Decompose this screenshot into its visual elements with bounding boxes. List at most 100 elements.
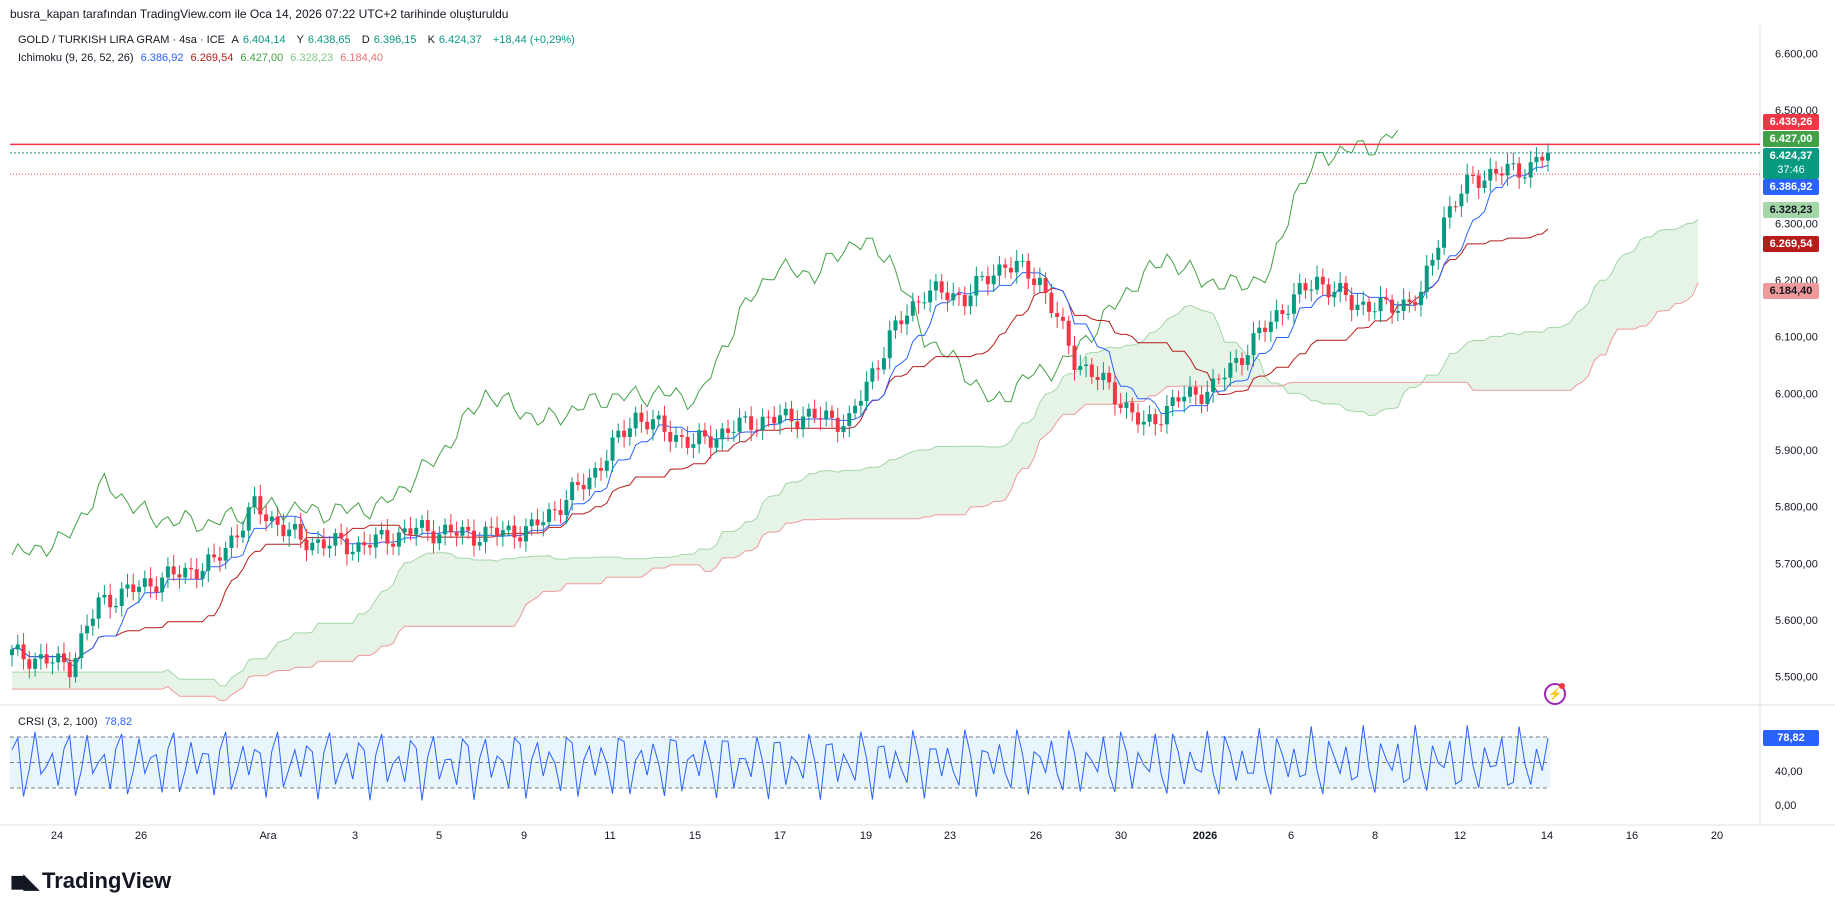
candle-body bbox=[217, 557, 222, 561]
candle-body bbox=[85, 625, 90, 634]
candle-body bbox=[1332, 291, 1337, 298]
high-label: Y bbox=[296, 34, 304, 46]
candle-body bbox=[298, 523, 303, 540]
candle-body bbox=[1268, 321, 1273, 332]
candle-body bbox=[460, 526, 465, 536]
candle-body bbox=[1447, 206, 1452, 218]
candle-body bbox=[310, 542, 315, 551]
ichimoku-cloud bbox=[12, 219, 1699, 701]
candle-body bbox=[287, 529, 292, 537]
candle-body bbox=[535, 519, 540, 526]
candle-body bbox=[910, 301, 915, 316]
candle-body bbox=[622, 430, 627, 437]
x-tick-label: 9 bbox=[521, 830, 527, 842]
price-tag-lagging: 6.427,00 bbox=[1763, 131, 1819, 147]
symbol-name[interactable]: GOLD / TURKISH LIRA GRAM · 4sa · ICE bbox=[18, 34, 226, 46]
x-tick-label: 6 bbox=[1288, 830, 1294, 842]
candle-body bbox=[1326, 284, 1331, 298]
candle-body bbox=[1222, 377, 1227, 380]
candle-body bbox=[772, 416, 777, 424]
candle-body bbox=[344, 538, 349, 555]
candle-body bbox=[154, 586, 159, 593]
candle-body bbox=[148, 578, 153, 587]
candle-body bbox=[1517, 163, 1522, 178]
candle-body bbox=[962, 295, 967, 307]
x-tick-label: 12 bbox=[1454, 830, 1466, 842]
candle-body bbox=[1026, 260, 1031, 279]
candle-body bbox=[997, 264, 1002, 276]
y-tick-label: 6.100,00 bbox=[1775, 332, 1818, 344]
candle-body bbox=[1366, 301, 1371, 312]
candle-body bbox=[414, 527, 419, 535]
candle-body bbox=[760, 416, 765, 431]
x-tick-label: 14 bbox=[1541, 830, 1553, 842]
candle-body bbox=[518, 537, 523, 542]
candle-body bbox=[1251, 333, 1256, 356]
candle-body bbox=[1390, 299, 1395, 313]
candle-body bbox=[980, 276, 985, 278]
chart-attribution: busra_kapan tarafından TradingView.com i… bbox=[10, 7, 509, 21]
candle-body bbox=[419, 520, 424, 528]
candle-body bbox=[656, 415, 661, 420]
candle-body bbox=[171, 566, 176, 575]
price-tag-conversion: 6.386,92 bbox=[1763, 179, 1819, 195]
candle-body bbox=[1407, 299, 1412, 302]
candle-body bbox=[829, 410, 834, 418]
x-tick-label: 30 bbox=[1115, 830, 1127, 842]
candle-body bbox=[714, 439, 719, 448]
candle-body bbox=[477, 542, 482, 546]
candle-body bbox=[362, 542, 367, 546]
candle-body bbox=[783, 408, 788, 416]
symbol-legend: GOLD / TURKISH LIRA GRAM · 4sa · ICE A 6.… bbox=[18, 34, 579, 46]
candle-body bbox=[564, 499, 569, 515]
candle-body bbox=[1124, 402, 1129, 408]
candle-body bbox=[697, 430, 702, 445]
candle-body bbox=[639, 412, 644, 422]
candle-body bbox=[212, 554, 217, 558]
candle-body bbox=[789, 408, 794, 422]
tradingview-logo[interactable]: ◼◣ TradingView bbox=[10, 868, 171, 894]
candle-body bbox=[662, 415, 667, 432]
candle-body bbox=[240, 530, 245, 538]
candle-body bbox=[1055, 313, 1060, 317]
candle-body bbox=[1205, 391, 1210, 404]
lightning-icon[interactable]: ⚡ bbox=[1544, 683, 1566, 705]
candle-body bbox=[21, 644, 26, 660]
candle-body bbox=[1164, 405, 1169, 425]
ichimoku-base-line bbox=[11, 228, 1549, 662]
candle-body bbox=[125, 584, 130, 589]
candle-body bbox=[506, 525, 511, 531]
candle-body bbox=[853, 405, 858, 414]
crsi-label[interactable]: CRSI (3, 2, 100) bbox=[18, 716, 98, 728]
candle-body bbox=[1384, 297, 1389, 300]
candle-body bbox=[1257, 327, 1262, 334]
candle-body bbox=[547, 509, 552, 523]
candle-body bbox=[893, 320, 898, 331]
x-tick-label: 20 bbox=[1711, 830, 1723, 842]
candle-body bbox=[368, 545, 373, 548]
candle-body bbox=[471, 530, 476, 546]
x-tick-label: 17 bbox=[774, 830, 786, 842]
y-tick-label: 5.600,00 bbox=[1775, 615, 1818, 627]
candle-body bbox=[1274, 310, 1279, 322]
candle-body bbox=[668, 431, 673, 442]
candle-body bbox=[627, 428, 632, 437]
candle-body bbox=[616, 430, 621, 438]
candle-body bbox=[137, 586, 142, 593]
candle-body bbox=[350, 551, 355, 555]
candle-body bbox=[1280, 310, 1285, 315]
candle-body bbox=[1101, 372, 1106, 381]
candle-body bbox=[1488, 168, 1493, 181]
ichimoku-span-b-line bbox=[12, 282, 1699, 701]
close-value: 6.424,37 bbox=[438, 34, 482, 46]
ichimoku-label[interactable]: Ichimoku (9, 26, 52, 26) bbox=[18, 52, 134, 64]
candle-body bbox=[702, 430, 707, 437]
candle-body bbox=[165, 566, 170, 578]
candle-body bbox=[726, 428, 731, 433]
candle-body bbox=[645, 421, 650, 430]
candle-body bbox=[1020, 260, 1025, 262]
candle-body bbox=[685, 436, 690, 448]
candle-body bbox=[1505, 163, 1510, 176]
candle-body bbox=[512, 525, 517, 538]
